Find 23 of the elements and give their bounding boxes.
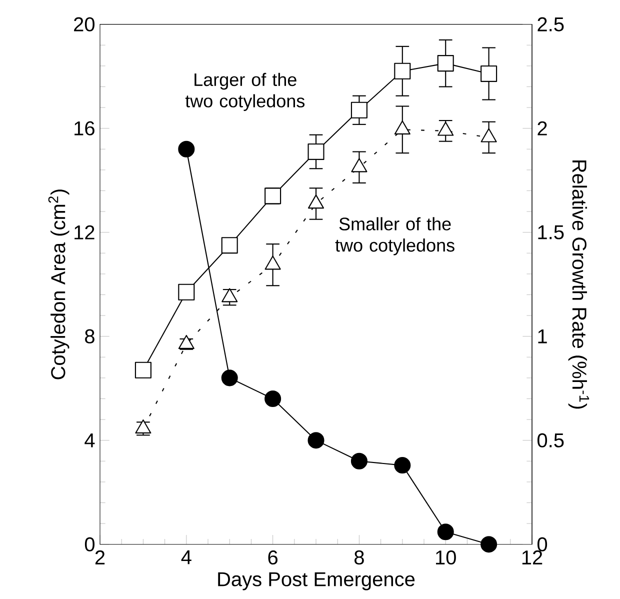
y2-tick-label: 0.5 [537, 433, 564, 448]
y-tick-label: 4 [84, 433, 95, 448]
y-tick-label: 20 [74, 17, 94, 32]
y2-tick-label: 2 [538, 121, 547, 136]
x-tick-label: 6 [268, 550, 278, 565]
y-tick-label: 12 [74, 225, 94, 240]
y2-tick-label: 2.5 [538, 17, 564, 32]
y2-tick-label: 0 [537, 537, 548, 552]
x-axis-title: Days Post Emergence [218, 572, 415, 590]
x-tick-label: 2 [95, 550, 105, 564]
y2-tick-label: 1.5 [538, 225, 564, 240]
series-label: Smaller of the two cotyledons [335, 217, 454, 256]
y2-axis-title: Relative Growth Rate (%h$^{-1}$) [568, 160, 590, 409]
y2-tick-label: 1 [538, 329, 547, 344]
series-label: Larger of the two cotyledons [185, 72, 305, 111]
y-tick-label: 8 [85, 329, 94, 344]
x-tick-label: 8 [354, 550, 364, 565]
x-tick-label: 10 [436, 550, 456, 565]
y-axis-title: Cotyledon Area (cm$^{2}$) [48, 190, 70, 380]
y-tick-label: 0 [84, 537, 94, 552]
y-tick-label: 16 [74, 121, 94, 136]
x-tick-label: 4 [181, 550, 192, 564]
x-tick-label: 12 [522, 550, 542, 564]
